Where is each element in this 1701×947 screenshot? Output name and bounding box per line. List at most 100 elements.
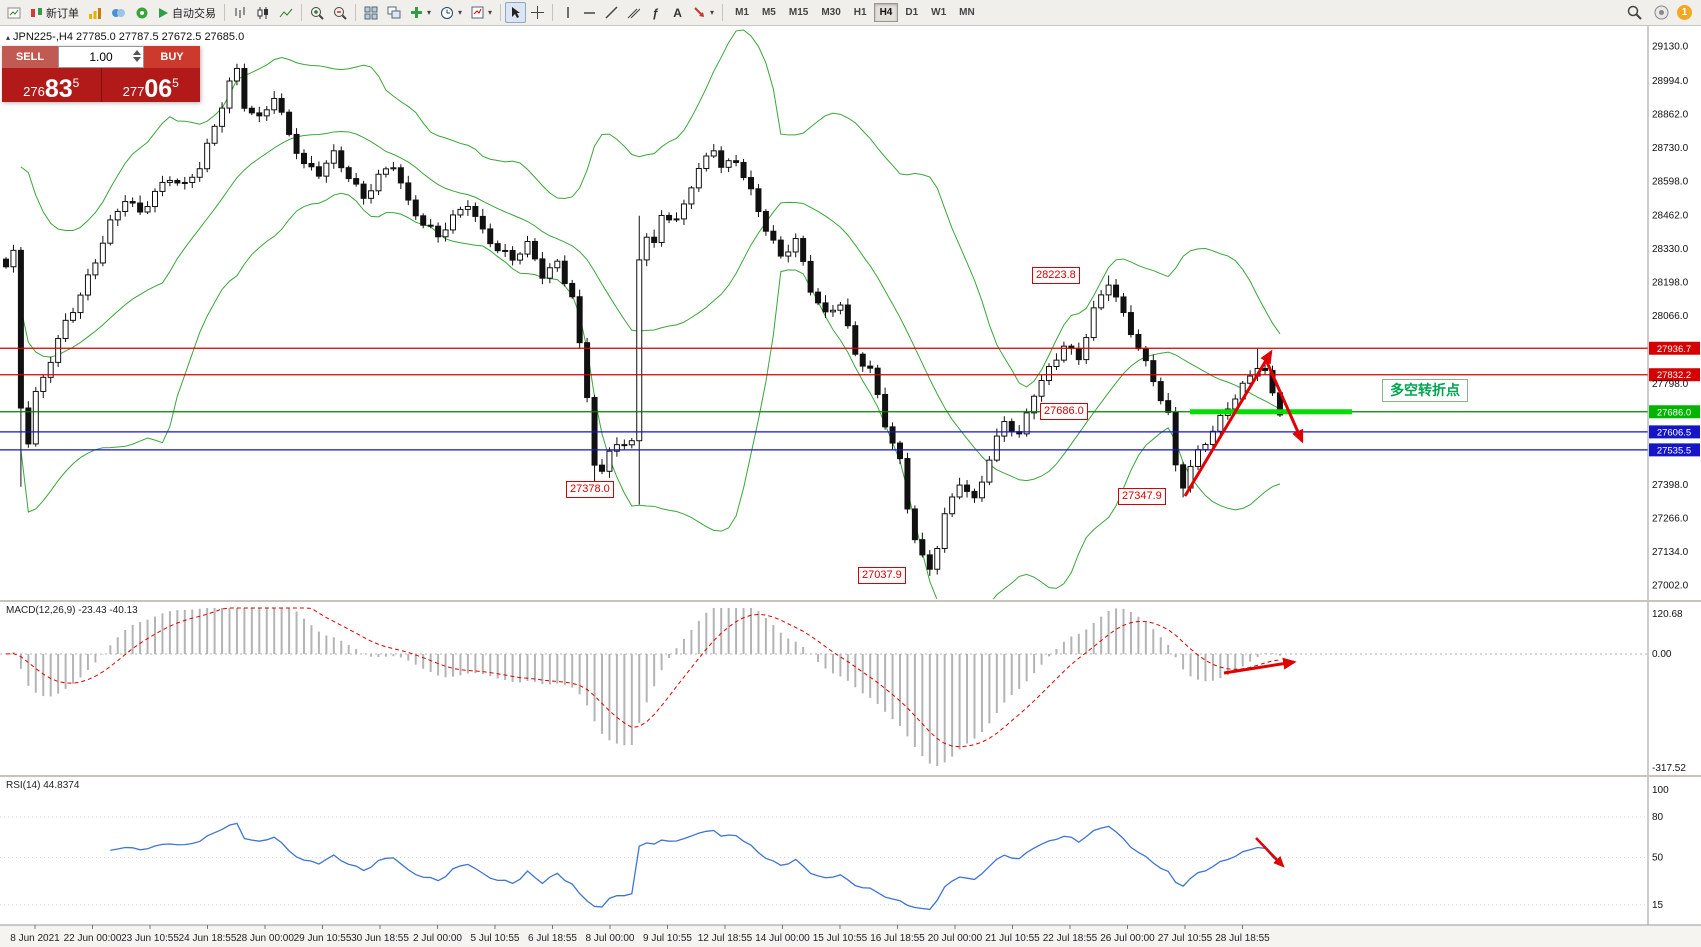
price-callout[interactable]: 27686.0 xyxy=(1040,402,1088,420)
chart-bars-button[interactable] xyxy=(229,2,251,23)
rsi-axis-label: 15 xyxy=(1652,900,1664,911)
tile-windows-button[interactable] xyxy=(360,2,382,23)
line-chart-icon xyxy=(279,8,293,17)
trendline-button[interactable] xyxy=(601,2,622,23)
ohlc-bars-icon xyxy=(235,6,245,18)
price-axis-label: 27002.0 xyxy=(1652,581,1689,592)
buy-price-small: 277 xyxy=(122,83,145,99)
price-callout[interactable]: 27347.9 xyxy=(1118,488,1166,506)
toolbar-separator xyxy=(224,4,225,21)
timeframe-w1[interactable]: W1 xyxy=(925,3,952,22)
time-axis-label: 8 Jun 2021 xyxy=(10,933,60,944)
price-callout[interactable]: 27037.9 xyxy=(858,566,906,584)
toolbar-separator xyxy=(500,4,502,21)
volume-input[interactable]: 1.00 xyxy=(58,46,144,68)
trend-arrow[interactable] xyxy=(1264,359,1304,444)
timeframe-toolbar: M1 M5 M15 M30 H1 H4 D1 W1 MN xyxy=(729,3,981,22)
crosshair-button[interactable] xyxy=(527,2,548,23)
volume-spinner[interactable] xyxy=(133,50,141,62)
timeframe-m15[interactable]: M15 xyxy=(783,3,814,22)
crosshair-icon xyxy=(531,6,545,19)
add-indicator-icon xyxy=(411,7,422,18)
cursor-button[interactable] xyxy=(505,2,527,23)
price-line-badge: 27936.7 xyxy=(1649,341,1700,355)
price-axis-label: 28330.0 xyxy=(1652,244,1689,255)
autotrading-button[interactable]: 自动交易 xyxy=(154,2,220,23)
vertical-line-button[interactable] xyxy=(557,2,578,23)
time-axis-label: 2 Jul 00:00 xyxy=(413,933,462,944)
price-callout[interactable]: 27378.0 xyxy=(566,480,614,498)
price-callout[interactable]: 28223.8 xyxy=(1032,266,1080,284)
arrow-object-icon xyxy=(694,7,705,17)
search-icon xyxy=(1627,5,1642,20)
navigator-icon xyxy=(136,7,148,18)
profiles-button[interactable] xyxy=(84,2,106,23)
time-axis-label: 16 Jul 18:55 xyxy=(870,933,925,944)
trend-arrow[interactable] xyxy=(1183,349,1273,497)
search-button[interactable] xyxy=(1623,2,1646,23)
rsi-axis-label: 100 xyxy=(1652,785,1669,796)
spinner-down-icon[interactable] xyxy=(133,57,141,62)
time-axis-label: 28 Jun 00:00 xyxy=(236,933,294,944)
timeframe-m1[interactable]: M1 xyxy=(729,3,755,22)
svg-text:27535.5: 27535.5 xyxy=(1657,445,1691,456)
market-watch-icon xyxy=(112,8,125,17)
time-axis-label: 26 Jul 00:00 xyxy=(1100,933,1155,944)
time-axis-label: 22 Jun 00:00 xyxy=(64,933,122,944)
fibonacci-button[interactable]: ƒ xyxy=(645,2,666,23)
notification-badge[interactable]: 1 xyxy=(1677,5,1692,20)
trend-arrow[interactable] xyxy=(1223,657,1297,675)
timeframe-mn[interactable]: MN xyxy=(953,3,981,22)
spinner-up-icon[interactable] xyxy=(133,50,141,55)
buy-price[interactable]: 277 06 5 xyxy=(102,68,201,102)
new-order-button[interactable]: 新订单 xyxy=(26,2,83,23)
chevron-down-icon: ▾ xyxy=(458,7,463,17)
chart-candles-button[interactable] xyxy=(252,2,274,23)
one-click-trading-panel: SELL 1.00 BUY 276 83 5 277 06 5 xyxy=(2,46,200,102)
market-watch-button[interactable] xyxy=(107,2,130,23)
bar-chart-icon xyxy=(89,7,101,19)
timeframe-d1[interactable]: D1 xyxy=(899,3,924,22)
macd-indicator-label: MACD(12,26,9) -23.43 -40.13 xyxy=(6,605,138,616)
trend-arrow[interactable] xyxy=(1255,837,1285,868)
periods-button[interactable]: ▾ xyxy=(436,2,466,23)
navigator-button[interactable] xyxy=(131,2,153,23)
time-axis-label: 8 Jul 00:00 xyxy=(586,933,635,944)
new-order-label: 新订单 xyxy=(46,7,79,20)
timeframe-m30[interactable]: M30 xyxy=(815,3,846,22)
turning-point-note[interactable]: 多空转折点 xyxy=(1382,379,1468,403)
help-button[interactable] xyxy=(1650,2,1673,23)
macd-signal-line xyxy=(5,607,1281,748)
macd-histogram xyxy=(12,608,1281,766)
collapse-panel-icon[interactable]: ▴ xyxy=(6,32,11,42)
price-axis-label: 28862.0 xyxy=(1652,109,1689,120)
rsi-axis-label: 50 xyxy=(1652,853,1664,864)
zoom-out-button[interactable] xyxy=(329,2,351,23)
timeframe-h1[interactable]: H1 xyxy=(848,3,873,22)
horizontal-line-icon xyxy=(584,11,596,14)
zoom-in-button[interactable] xyxy=(306,2,328,23)
price-axis-label: 28198.0 xyxy=(1652,278,1689,289)
time-axis-label: 30 Jun 18:55 xyxy=(351,933,409,944)
templates-button[interactable]: ▾ xyxy=(467,2,496,23)
buy-button[interactable]: BUY xyxy=(144,46,200,68)
sell-button[interactable]: SELL xyxy=(2,46,58,68)
sell-price[interactable]: 276 83 5 xyxy=(2,68,102,102)
channel-button[interactable] xyxy=(623,2,644,23)
horizontal-line-button[interactable] xyxy=(579,2,600,23)
indicators-button[interactable]: ▾ xyxy=(406,2,435,23)
chart-line-button[interactable] xyxy=(275,2,297,23)
timeframe-m5[interactable]: M5 xyxy=(756,3,782,22)
arrange-windows-button[interactable] xyxy=(383,2,405,23)
price-axis-label: 27134.0 xyxy=(1652,547,1689,558)
arrows-tool-button[interactable]: ▾ xyxy=(689,2,718,23)
time-axis-label: 27 Jul 10:55 xyxy=(1158,933,1213,944)
symbol-ohlc-text: JPN225-,H4 27785.0 27787.5 27672.5 27685… xyxy=(13,31,245,43)
timeframe-h4[interactable]: H4 xyxy=(873,3,899,22)
trade-panel-price-row: 276 83 5 277 06 5 xyxy=(2,68,200,102)
toolbar-right-group: 1 xyxy=(1623,2,1698,23)
main-toolbar: 新订单 自动交易 ▾ ▾ ▾ ƒ A ▾ M1 M5 M15 M30 H1 H4 D1 W1 M… xyxy=(0,0,1701,26)
volume-value: 1.00 xyxy=(89,50,113,64)
text-button[interactable]: A xyxy=(667,2,688,23)
